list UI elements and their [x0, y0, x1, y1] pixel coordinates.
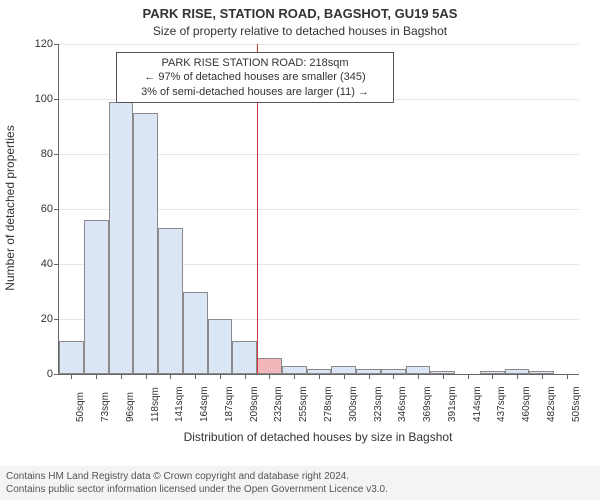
histogram-bar	[406, 366, 431, 374]
histogram-bar	[183, 292, 208, 375]
x-tick	[567, 374, 568, 379]
histogram-bar	[257, 358, 282, 375]
x-tick	[220, 374, 221, 379]
x-tick	[319, 374, 320, 379]
x-tick-label: 482sqm	[546, 386, 557, 422]
y-tick	[54, 44, 59, 45]
x-tick-label: 96sqm	[125, 392, 136, 422]
y-tick-label: 0	[47, 368, 53, 380]
x-tick-label: 278sqm	[323, 386, 334, 422]
y-tick-label: 60	[41, 203, 53, 215]
y-gridline	[59, 44, 579, 45]
annotation-box: PARK RISE STATION ROAD: 218sqm ← 97% of …	[116, 52, 394, 103]
x-tick	[492, 374, 493, 379]
x-tick-label: 437sqm	[496, 386, 507, 422]
histogram-bar	[133, 113, 158, 374]
x-tick	[71, 374, 72, 379]
y-tick	[54, 264, 59, 265]
x-tick	[542, 374, 543, 379]
x-tick	[96, 374, 97, 379]
x-tick-label: 118sqm	[150, 387, 161, 422]
histogram-bar	[208, 319, 233, 374]
y-tick-label: 100	[35, 93, 53, 105]
histogram-bar	[232, 341, 257, 374]
annotation-line-3: 3% of semi-detached houses are larger (1…	[123, 85, 387, 99]
annotation-line-1: PARK RISE STATION ROAD: 218sqm	[123, 56, 387, 70]
footer-line-1: Contains HM Land Registry data © Crown c…	[6, 470, 594, 483]
x-tick	[517, 374, 518, 379]
x-tick-label: 300sqm	[348, 386, 359, 422]
x-tick-label: 369sqm	[422, 386, 433, 422]
x-tick-label: 232sqm	[273, 386, 284, 422]
y-tick-label: 40	[41, 258, 53, 270]
x-tick-label: 505sqm	[571, 386, 582, 422]
y-tick-label: 80	[41, 148, 53, 160]
x-tick-label: 187sqm	[224, 386, 235, 422]
x-tick-label: 50sqm	[75, 392, 86, 422]
x-tick-label: 323sqm	[373, 386, 384, 422]
y-tick-label: 120	[35, 38, 53, 50]
y-tick	[54, 99, 59, 100]
x-tick	[245, 374, 246, 379]
chart-title-sub: Size of property relative to detached ho…	[0, 24, 600, 38]
x-tick-label: 414sqm	[472, 386, 483, 422]
x-tick	[393, 374, 394, 379]
x-tick	[369, 374, 370, 379]
histogram-bar	[59, 341, 84, 374]
chart-title-main: PARK RISE, STATION ROAD, BAGSHOT, GU19 5…	[0, 6, 600, 21]
x-tick-label: 391sqm	[447, 386, 458, 422]
x-tick-label: 346sqm	[397, 386, 408, 422]
x-tick	[418, 374, 419, 379]
x-tick-label: 141sqm	[174, 386, 185, 422]
x-tick-label: 209sqm	[249, 386, 260, 422]
histogram-bar	[158, 228, 183, 374]
y-tick	[54, 374, 59, 375]
x-tick	[443, 374, 444, 379]
x-tick	[121, 374, 122, 379]
x-tick-label: 255sqm	[298, 386, 309, 422]
x-tick	[170, 374, 171, 379]
y-tick	[54, 154, 59, 155]
chart-container: PARK RISE, STATION ROAD, BAGSHOT, GU19 5…	[0, 0, 600, 500]
x-tick	[269, 374, 270, 379]
y-axis-label: Number of detached properties	[3, 108, 17, 308]
histogram-bar	[282, 366, 307, 374]
y-tick	[54, 209, 59, 210]
histogram-bar	[109, 102, 134, 374]
x-tick-label: 460sqm	[521, 386, 532, 422]
histogram-bar	[84, 220, 109, 374]
x-axis-label: Distribution of detached houses by size …	[58, 430, 578, 444]
y-tick-label: 20	[41, 313, 53, 325]
x-tick-label: 73sqm	[100, 392, 111, 422]
x-tick-label: 164sqm	[199, 386, 210, 422]
x-tick	[294, 374, 295, 379]
footer-line-2: Contains public sector information licen…	[6, 483, 594, 496]
x-tick	[344, 374, 345, 379]
annotation-line-2: ← 97% of detached houses are smaller (34…	[123, 70, 387, 84]
x-tick	[468, 374, 469, 379]
x-tick	[195, 374, 196, 379]
y-tick	[54, 319, 59, 320]
histogram-bar	[331, 366, 356, 374]
x-tick	[146, 374, 147, 379]
footer-attribution: Contains HM Land Registry data © Crown c…	[0, 466, 600, 500]
